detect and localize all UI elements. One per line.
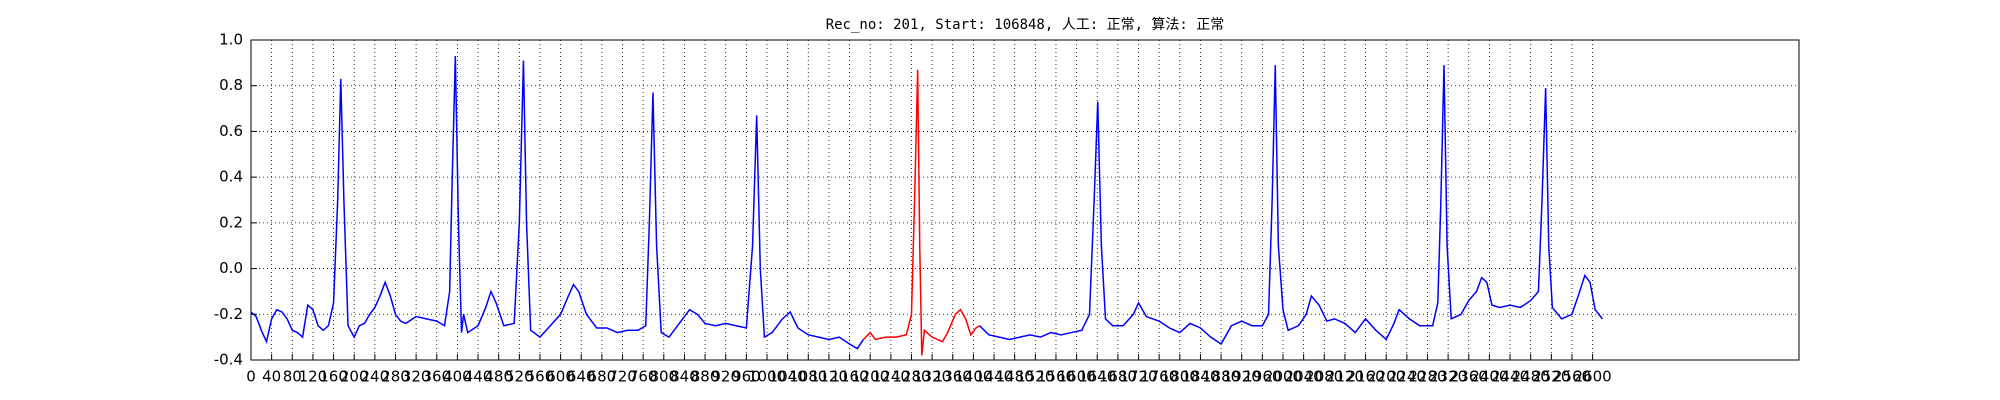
x-tick-label: 1960 [1243, 368, 1281, 386]
x-tick-label: 1320 [913, 368, 951, 386]
x-tick-label: 760 [629, 368, 658, 386]
y-tick-label: 0.0 [219, 259, 243, 277]
x-tick-label: 1720 [1119, 368, 1157, 386]
x-tick-label: 360 [422, 368, 451, 386]
x-tick-label: 1440 [975, 368, 1013, 386]
signal-line [862, 69, 980, 356]
y-tick-label: -0.4 [214, 351, 243, 369]
x-tick-label: 200 [340, 368, 369, 386]
x-tick-label: 1400 [954, 368, 992, 386]
x-tick-label: 2120 [1326, 368, 1364, 386]
x-tick-label: 120 [299, 368, 328, 386]
y-tick-label: 0.4 [219, 168, 243, 186]
x-tick-label: 1640 [1078, 368, 1116, 386]
x-tick-label: 960 [732, 368, 761, 386]
x-tick-label: 2560 [1553, 368, 1591, 386]
x-tick-label: 1000 [748, 368, 786, 386]
x-tick-label: 160 [319, 368, 348, 386]
x-tick-label: 2200 [1367, 368, 1405, 386]
x-tick-label: 440 [464, 368, 493, 386]
y-tick-label: 0.2 [219, 213, 243, 231]
x-tick-label: 1040 [769, 368, 807, 386]
x-tick-label: 0 [246, 368, 256, 386]
x-tick-label: 1600 [1058, 368, 1096, 386]
x-tick-label: 1280 [892, 368, 930, 386]
y-tick-label: 0.8 [219, 76, 243, 94]
x-tick-label: 480 [484, 368, 513, 386]
x-tick-label: 1880 [1202, 368, 1240, 386]
x-tick-label: 1080 [789, 368, 827, 386]
x-tick-label: 1120 [810, 368, 848, 386]
chart-title: Rec_no: 201, Start: 106848, 人工: 正常, 算法: … [826, 17, 1225, 33]
x-tick-label: 2440 [1491, 368, 1529, 386]
x-tick-label: 320 [402, 368, 431, 386]
x-tick-label: 640 [567, 368, 596, 386]
x-tick-label: 1520 [1016, 368, 1054, 386]
x-tick-label: 720 [608, 368, 637, 386]
x-tick-label: 1200 [851, 368, 889, 386]
x-tick-label: 880 [691, 368, 720, 386]
x-tick-label: 1680 [1099, 368, 1137, 386]
x-tick-label: 240 [361, 368, 390, 386]
x-tick-label: 1840 [1181, 368, 1219, 386]
x-tick-label: 2520 [1532, 368, 1570, 386]
x-tick-label: 1240 [872, 368, 910, 386]
x-tick-label: 560 [526, 368, 555, 386]
x-tick-label: 1360 [934, 368, 972, 386]
x-tick-label: 400 [443, 368, 472, 386]
signal-line [250, 55, 865, 350]
x-tick-label: 2240 [1388, 368, 1426, 386]
x-tick-label: 2040 [1285, 368, 1323, 386]
x-tick-label: 2000 [1264, 368, 1302, 386]
x-tick-label: 1920 [1223, 368, 1261, 386]
x-tick-label: 1480 [996, 368, 1034, 386]
x-tick-label: 800 [649, 368, 678, 386]
x-tick-label: 2160 [1346, 368, 1384, 386]
x-tick-label: 2320 [1429, 368, 1467, 386]
x-tick-label: 2600 [1574, 368, 1612, 386]
y-tick-label: -0.2 [214, 305, 243, 323]
x-tick-label: 2360 [1450, 368, 1488, 386]
x-tick-label: 1800 [1161, 368, 1199, 386]
x-tick-label: 2480 [1512, 368, 1550, 386]
x-tick-label: 40 [262, 368, 281, 386]
x-tick-label: 280 [381, 368, 410, 386]
x-tick-label: 2280 [1408, 368, 1446, 386]
x-tick-label: 520 [505, 368, 534, 386]
x-tick-label: 1160 [830, 368, 868, 386]
y-tick-label: 1.0 [219, 31, 243, 49]
x-tick-label: 1760 [1140, 368, 1178, 386]
y-tick-label: 0.6 [219, 122, 243, 140]
x-tick-label: 600 [546, 368, 575, 386]
x-tick-label: 840 [670, 368, 699, 386]
x-tick-label: 2400 [1470, 368, 1508, 386]
signal-line [979, 65, 1603, 346]
x-tick-label: 920 [711, 368, 740, 386]
x-tick-label: 2080 [1305, 368, 1343, 386]
x-tick-label: 1560 [1037, 368, 1075, 386]
x-tick-label: 80 [283, 368, 302, 386]
x-tick-label: 680 [588, 368, 617, 386]
